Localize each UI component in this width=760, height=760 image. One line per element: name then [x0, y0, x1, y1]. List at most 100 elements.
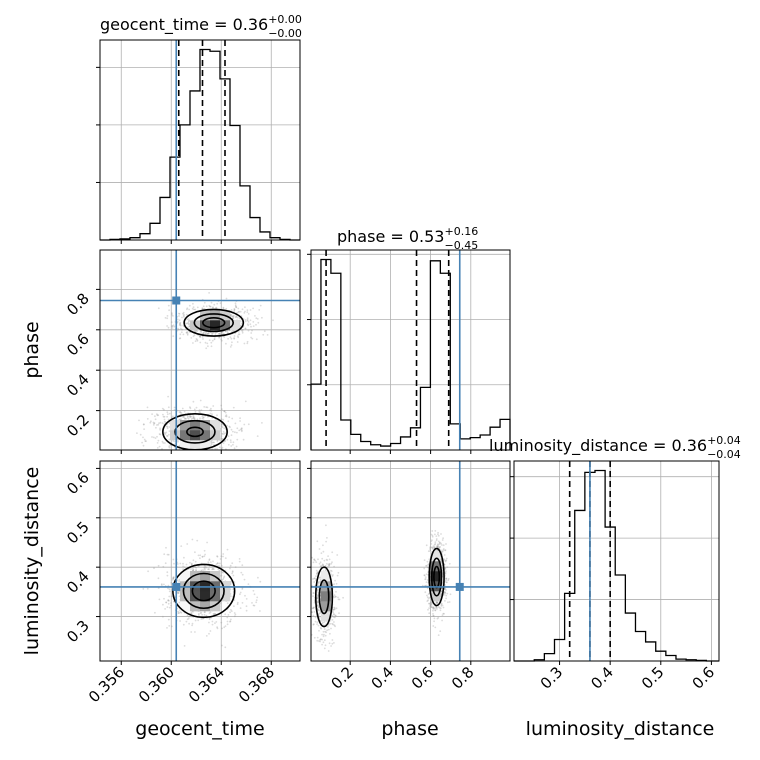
scatter-point	[436, 601, 438, 604]
scatter-point	[166, 425, 169, 428]
scatter-point	[205, 566, 207, 569]
scatter-point	[251, 337, 254, 340]
scatter-point	[234, 302, 237, 305]
scatter-point	[203, 332, 205, 334]
scatter-point	[219, 558, 222, 560]
scatter-point	[333, 613, 335, 615]
scatter-point	[218, 333, 221, 335]
scatter-point	[440, 592, 443, 595]
scatter-point	[242, 438, 245, 441]
title-main: geocent_time = 0.36	[100, 15, 268, 35]
scatter-point	[255, 323, 257, 326]
scatter-point	[427, 563, 430, 566]
scatter-point	[440, 602, 443, 605]
density-cell	[430, 551, 441, 562]
scatter-point	[445, 577, 448, 580]
scatter-point	[222, 555, 224, 558]
scatter-point	[434, 607, 436, 610]
scatter-point	[168, 412, 171, 415]
scatter-point	[313, 611, 316, 613]
scatter-point	[201, 555, 204, 558]
density-panel-geocent_time-phase: 0.2 0.4 0.6 0.8	[63, 249, 301, 459]
scatter-point	[309, 595, 311, 597]
scatter-point	[316, 589, 319, 591]
scatter-point	[332, 616, 335, 618]
scatter-point	[237, 333, 240, 336]
scatter-point	[433, 543, 436, 546]
density-cell	[180, 440, 191, 450]
scatter-point	[444, 591, 446, 594]
scatter-point	[432, 606, 435, 609]
hist-panel-phase	[307, 249, 511, 454]
scatter-point	[322, 630, 325, 633]
scatter-point	[168, 438, 171, 441]
scatter-point	[176, 563, 179, 565]
scatter-point	[229, 620, 232, 623]
scatter-point	[312, 623, 315, 626]
scatter-point	[179, 411, 182, 413]
scatter-point	[178, 323, 181, 325]
scatter-point	[223, 410, 226, 413]
hist-frame-luminosity_distance	[513, 460, 720, 662]
scatter-point	[238, 331, 240, 333]
scatter-point	[211, 455, 213, 457]
scatter-point	[204, 553, 207, 556]
scatter-point	[246, 340, 249, 343]
scatter-point	[163, 418, 166, 421]
scatter-point	[244, 320, 247, 323]
scatter-point	[438, 542, 441, 544]
density-cell	[180, 430, 191, 441]
scatter-point	[239, 591, 242, 594]
scatter-point	[168, 445, 171, 448]
density-cell	[430, 571, 441, 582]
scatter-point	[316, 571, 319, 574]
scatter-point	[190, 564, 193, 566]
scatter-point	[159, 433, 162, 436]
scatter-point	[220, 418, 223, 421]
truth-marker	[172, 296, 181, 305]
scatter-point	[195, 406, 198, 409]
scatter-point	[162, 415, 165, 418]
scatter-point	[167, 618, 170, 621]
scatter-point	[234, 613, 237, 616]
scatter-point	[165, 425, 168, 428]
scatter-point	[157, 577, 160, 580]
scatter-point	[246, 309, 249, 312]
scatter-point	[324, 644, 327, 647]
scatter-point	[444, 577, 447, 580]
scatter-point	[323, 639, 326, 642]
scatter-point	[430, 601, 432, 604]
scatter-point	[438, 606, 441, 609]
scatter-point	[224, 411, 227, 414]
scatter-point	[255, 599, 258, 601]
scatter-point	[186, 318, 189, 321]
scatter-point	[244, 319, 247, 321]
scatter-point	[432, 609, 434, 612]
scatter-point	[436, 601, 439, 603]
scatter-point	[328, 563, 331, 565]
scatter-point	[441, 544, 443, 546]
scatter-point	[200, 454, 202, 456]
scatter-point	[233, 337, 236, 339]
scatter-point	[335, 607, 338, 610]
scatter-point	[325, 524, 327, 527]
scatter-point	[225, 415, 228, 418]
scatter-point	[444, 567, 447, 569]
scatter-point	[163, 408, 165, 411]
scatter-point	[221, 408, 223, 410]
scatter-point	[211, 457, 213, 459]
x-tick-label: 0.356	[85, 663, 128, 706]
scatter-point	[178, 315, 180, 317]
scatter-point	[445, 543, 447, 545]
histogram-step-luminosity_distance	[514, 469, 719, 662]
scatter-point	[244, 310, 246, 313]
scatter-point	[259, 580, 262, 583]
scatter-point	[445, 559, 448, 562]
contour-line	[174, 419, 216, 444]
scatter-point	[445, 589, 447, 591]
scatter-point	[220, 404, 223, 407]
scatter-point	[220, 448, 223, 450]
scatter-point	[446, 592, 449, 595]
scatter-point	[163, 451, 165, 453]
scatter-point	[320, 565, 323, 567]
